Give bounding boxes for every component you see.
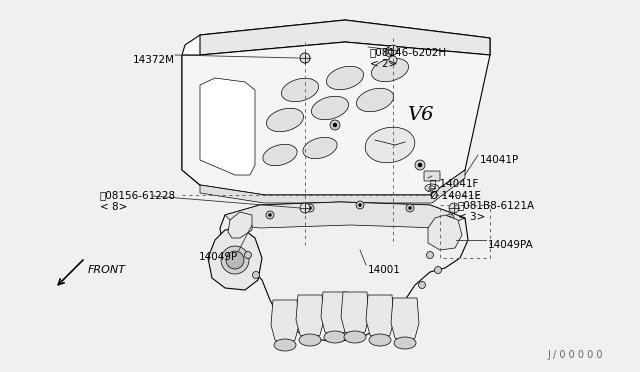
Ellipse shape <box>356 88 394 112</box>
Text: 14372M: 14372M <box>133 55 175 65</box>
Ellipse shape <box>226 251 244 269</box>
Circle shape <box>388 50 392 54</box>
Circle shape <box>419 282 426 289</box>
Ellipse shape <box>274 339 296 351</box>
Ellipse shape <box>429 186 435 190</box>
Polygon shape <box>428 215 462 250</box>
Polygon shape <box>200 170 465 203</box>
Ellipse shape <box>344 331 366 343</box>
Circle shape <box>408 206 412 209</box>
Circle shape <box>333 123 337 127</box>
Ellipse shape <box>312 96 349 120</box>
Polygon shape <box>200 78 255 175</box>
Ellipse shape <box>266 108 303 132</box>
Circle shape <box>356 201 364 209</box>
FancyBboxPatch shape <box>424 171 440 181</box>
Circle shape <box>385 47 395 57</box>
Polygon shape <box>271 300 299 345</box>
Text: J / 0 0 0 0 0: J / 0 0 0 0 0 <box>547 350 603 360</box>
Polygon shape <box>296 295 324 340</box>
Circle shape <box>244 251 252 259</box>
Polygon shape <box>208 228 262 290</box>
Text: Ⓑ08156-61228
< 8>: Ⓑ08156-61228 < 8> <box>100 190 176 212</box>
Polygon shape <box>225 202 465 228</box>
Text: FRONT: FRONT <box>88 265 126 275</box>
Circle shape <box>266 211 274 219</box>
Ellipse shape <box>263 144 297 166</box>
Ellipse shape <box>394 337 416 349</box>
Ellipse shape <box>299 334 321 346</box>
Text: Ⓑ08146-6202H
< 2>: Ⓑ08146-6202H < 2> <box>370 47 447 68</box>
Circle shape <box>308 206 312 209</box>
Ellipse shape <box>282 78 319 102</box>
Circle shape <box>358 203 362 206</box>
Circle shape <box>449 203 459 213</box>
Circle shape <box>300 53 310 63</box>
Polygon shape <box>366 295 394 340</box>
Circle shape <box>330 120 340 130</box>
Circle shape <box>300 203 310 213</box>
Ellipse shape <box>371 58 408 82</box>
Polygon shape <box>228 212 252 238</box>
Text: 14001: 14001 <box>368 265 401 275</box>
Polygon shape <box>200 20 490 55</box>
Circle shape <box>426 251 433 259</box>
Circle shape <box>300 53 310 63</box>
Circle shape <box>446 214 454 222</box>
Ellipse shape <box>365 127 415 163</box>
Text: Ⓑ 14041F: Ⓑ 14041F <box>430 178 478 188</box>
Circle shape <box>406 204 414 212</box>
Circle shape <box>415 160 425 170</box>
Circle shape <box>306 204 314 212</box>
Ellipse shape <box>303 137 337 159</box>
Polygon shape <box>321 292 349 337</box>
Circle shape <box>388 45 398 55</box>
Polygon shape <box>391 298 419 343</box>
Text: 14049PA: 14049PA <box>488 240 534 250</box>
Polygon shape <box>182 20 490 195</box>
Text: V6: V6 <box>407 106 433 124</box>
Polygon shape <box>220 202 468 342</box>
Ellipse shape <box>425 184 439 192</box>
Polygon shape <box>341 292 369 337</box>
Circle shape <box>418 163 422 167</box>
Text: 14049P: 14049P <box>199 252 238 262</box>
Ellipse shape <box>221 246 249 274</box>
Ellipse shape <box>369 334 391 346</box>
Text: Ø 14041E: Ø 14041E <box>430 191 481 201</box>
Circle shape <box>389 56 397 64</box>
Circle shape <box>253 272 259 279</box>
Text: 14041P: 14041P <box>480 155 519 165</box>
Circle shape <box>303 56 307 60</box>
Polygon shape <box>182 42 490 195</box>
Circle shape <box>435 266 442 273</box>
Ellipse shape <box>324 331 346 343</box>
Circle shape <box>449 217 451 219</box>
Text: Ⓑ081B8-6121A
< 3>: Ⓑ081B8-6121A < 3> <box>458 200 535 222</box>
Circle shape <box>269 214 271 217</box>
Ellipse shape <box>326 66 364 90</box>
